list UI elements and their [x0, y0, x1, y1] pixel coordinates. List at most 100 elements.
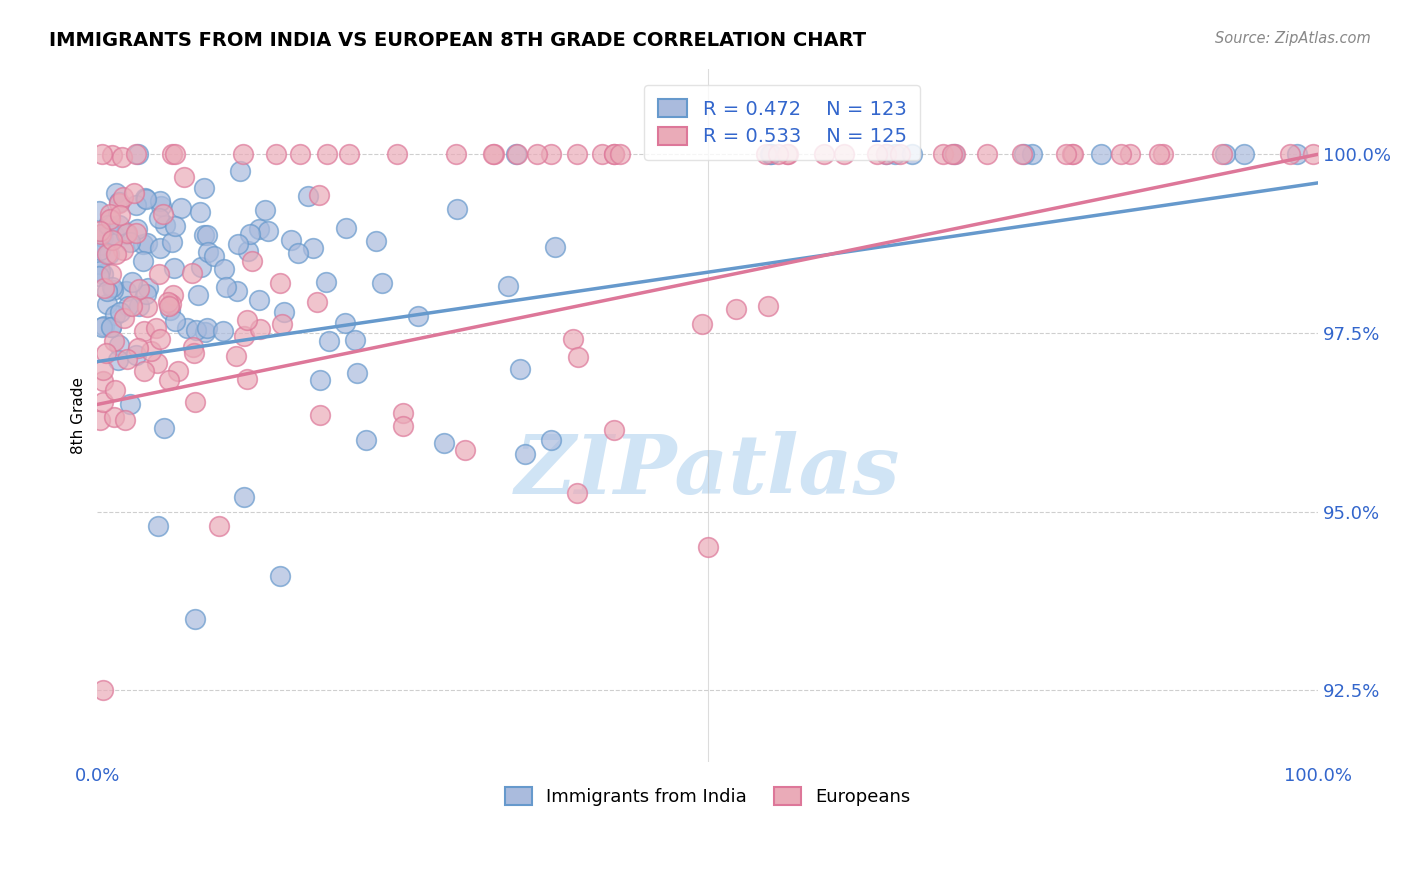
- Point: [228, 237, 250, 252]
- Text: ZIPatlas: ZIPatlas: [515, 431, 900, 510]
- Point: [567, 351, 589, 365]
- Point: [89, 243, 111, 257]
- Point: [318, 334, 340, 349]
- Point: [91, 320, 114, 334]
- Point: [187, 287, 209, 301]
- Point: [1211, 147, 1233, 161]
- Point: [149, 194, 172, 209]
- Point: [110, 305, 132, 319]
- Point: [1012, 147, 1035, 161]
- Point: [484, 147, 506, 161]
- Point: [1109, 147, 1132, 161]
- Point: [184, 323, 207, 337]
- Point: [225, 349, 247, 363]
- Point: [148, 211, 170, 225]
- Point: [135, 235, 157, 250]
- Point: [1060, 147, 1083, 161]
- Point: [115, 227, 138, 241]
- Point: [565, 486, 588, 500]
- Point: [108, 195, 131, 210]
- Point: [232, 491, 254, 505]
- Point: [93, 281, 115, 295]
- Point: [100, 320, 122, 334]
- Point: [316, 147, 339, 161]
- Point: [387, 147, 409, 161]
- Point: [93, 318, 115, 333]
- Point: [96, 247, 118, 261]
- Point: [315, 276, 337, 290]
- Point: [883, 147, 905, 161]
- Legend: Immigrants from India, Europeans: Immigrants from India, Europeans: [496, 779, 920, 815]
- Text: Source: ZipAtlas.com: Source: ZipAtlas.com: [1215, 31, 1371, 46]
- Point: [194, 326, 217, 340]
- Point: [87, 204, 110, 219]
- Point: [197, 244, 219, 259]
- Point: [603, 147, 626, 161]
- Point: [121, 299, 143, 313]
- Point: [163, 260, 186, 275]
- Point: [93, 374, 115, 388]
- Point: [759, 147, 782, 161]
- Point: [446, 202, 468, 216]
- Point: [104, 383, 127, 397]
- Point: [155, 219, 177, 233]
- Point: [1278, 147, 1301, 161]
- Point: [540, 147, 562, 161]
- Point: [96, 285, 118, 299]
- Point: [482, 147, 505, 161]
- Point: [188, 204, 211, 219]
- Point: [146, 356, 169, 370]
- Point: [233, 329, 256, 343]
- Point: [696, 541, 718, 555]
- Point: [117, 351, 139, 366]
- Point: [136, 300, 159, 314]
- Point: [976, 147, 998, 161]
- Point: [408, 310, 430, 324]
- Point: [93, 267, 115, 281]
- Point: [280, 233, 302, 247]
- Point: [128, 282, 150, 296]
- Point: [115, 226, 138, 240]
- Point: [335, 221, 357, 235]
- Point: [215, 279, 238, 293]
- Point: [609, 147, 631, 161]
- Point: [101, 234, 124, 248]
- Point: [1119, 147, 1142, 161]
- Point: [103, 228, 125, 243]
- Point: [100, 267, 122, 281]
- Point: [89, 223, 111, 237]
- Point: [125, 147, 148, 161]
- Point: [183, 346, 205, 360]
- Point: [135, 192, 157, 206]
- Point: [1021, 147, 1043, 161]
- Point: [297, 189, 319, 203]
- Point: [273, 305, 295, 319]
- Point: [96, 346, 118, 360]
- Point: [236, 372, 259, 386]
- Point: [875, 147, 897, 161]
- Point: [108, 338, 131, 352]
- Point: [97, 218, 120, 232]
- Point: [889, 147, 911, 161]
- Point: [112, 190, 135, 204]
- Y-axis label: 8th Grade: 8th Grade: [72, 376, 86, 454]
- Point: [308, 188, 330, 202]
- Point: [105, 247, 128, 261]
- Point: [184, 612, 207, 626]
- Point: [540, 433, 562, 447]
- Point: [114, 413, 136, 427]
- Point: [240, 253, 263, 268]
- Point: [433, 436, 456, 450]
- Point: [180, 267, 202, 281]
- Point: [152, 206, 174, 220]
- Point: [93, 683, 115, 698]
- Point: [269, 276, 291, 290]
- Point: [153, 420, 176, 434]
- Point: [157, 299, 180, 313]
- Point: [212, 324, 235, 338]
- Point: [308, 408, 330, 422]
- Point: [344, 334, 367, 348]
- Point: [127, 147, 149, 161]
- Point: [257, 224, 280, 238]
- Point: [134, 191, 156, 205]
